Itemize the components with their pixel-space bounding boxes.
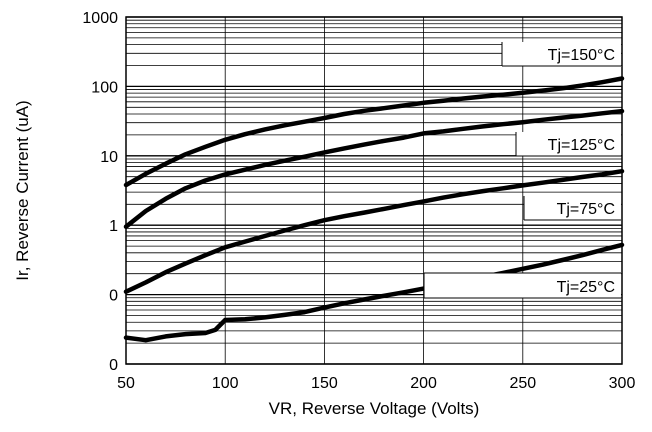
- series-label: Tj=150°C: [548, 47, 615, 64]
- y-tick-label: 1: [109, 218, 118, 235]
- y-tick-label: 1000: [82, 10, 118, 27]
- y-tick-label: 0: [109, 288, 118, 305]
- series-label-background: [524, 196, 621, 220]
- series-label-background: [424, 273, 621, 298]
- x-axis-title: VR, Reverse Voltage (Volts): [269, 399, 480, 418]
- plot-area-frame: [125, 16, 623, 365]
- series-label: Tj=25°C: [557, 279, 615, 296]
- series-label-background: [516, 132, 621, 156]
- x-tick-labels: 50 100 150 200 250 300: [117, 375, 635, 392]
- series-layer: [123, 76, 625, 343]
- y-tick-label: 0: [109, 357, 118, 374]
- major-gridlines: [125, 16, 623, 365]
- series-label: Tj=75°C: [557, 201, 615, 218]
- x-tick-label: 50: [117, 375, 135, 392]
- y-tick-label: 100: [91, 79, 118, 96]
- x-tick-label: 250: [509, 375, 536, 392]
- series-line-1: [123, 108, 625, 229]
- x-tick-label: 150: [311, 375, 338, 392]
- minor-gridlines: [126, 19, 622, 344]
- series-line-0: [123, 76, 625, 188]
- series-label-layer: Tj=150°C Tj=125°C Tj=75°C Tj=25°C: [423, 42, 621, 299]
- y-tick-labels: 0 0 1 10 100 1000: [82, 10, 118, 374]
- series-line-3: [123, 242, 625, 343]
- y-axis-title: Ir, Reverse Current (uA): [13, 100, 32, 280]
- x-tick-label: 100: [212, 375, 239, 392]
- series-label: Tj=125°C: [548, 137, 615, 154]
- x-tick-label: 200: [410, 375, 437, 392]
- series-line-2: [123, 168, 625, 294]
- x-tick-label: 300: [609, 375, 636, 392]
- series-label-background: [502, 42, 621, 66]
- y-tick-label: 10: [100, 149, 118, 166]
